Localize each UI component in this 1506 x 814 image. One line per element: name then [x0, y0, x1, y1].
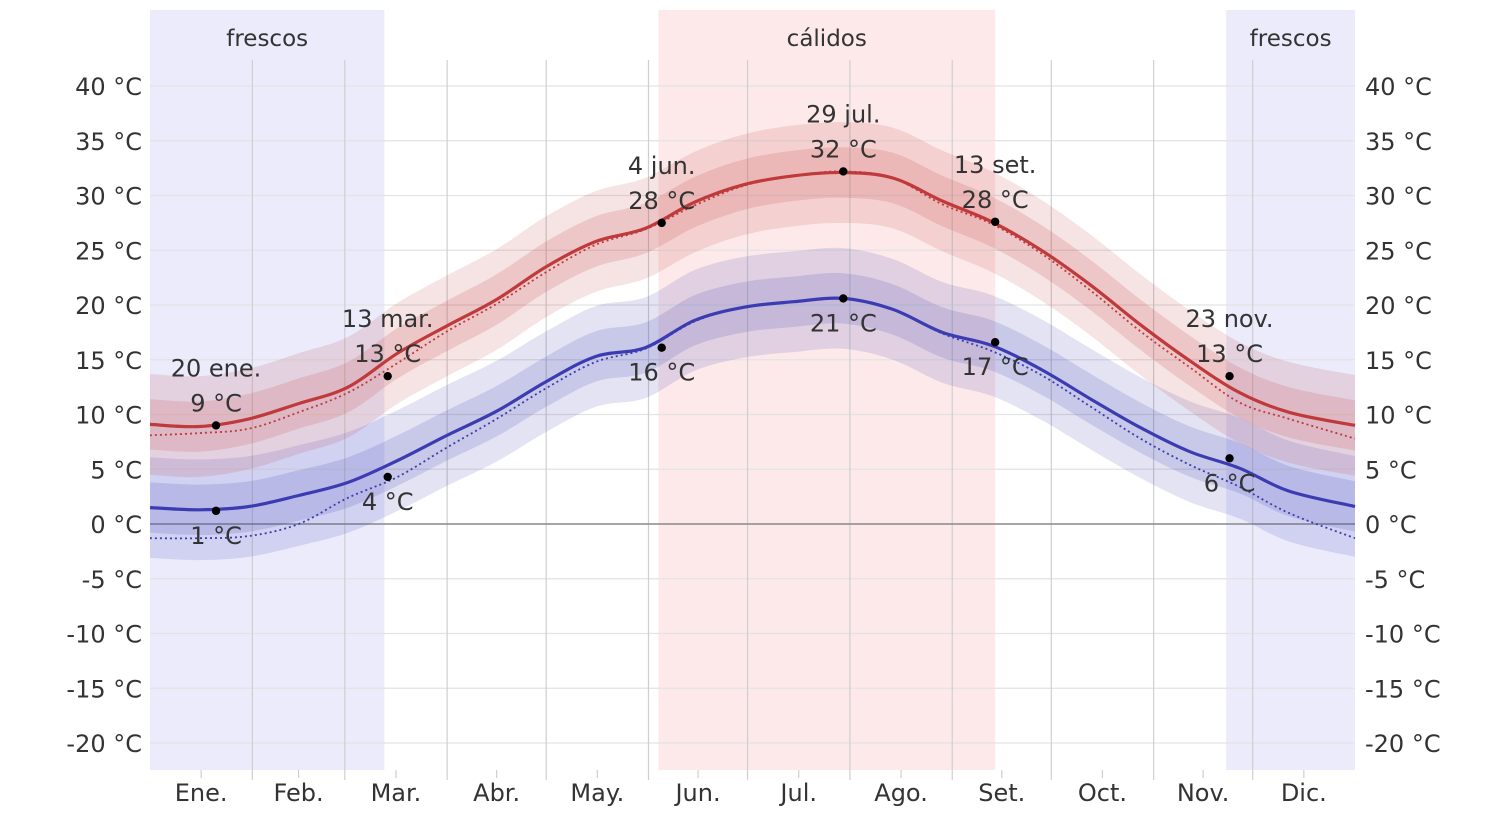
- annotation-date: 29 jul.: [806, 100, 880, 128]
- data-point: [1225, 371, 1234, 381]
- y-tick-label-left: 15 °C: [75, 347, 142, 375]
- temperature-bands: [150, 122, 1355, 561]
- month-label: Jul.: [778, 779, 817, 807]
- month-label: Ene.: [175, 779, 228, 807]
- annotation-value: 16 °C: [628, 359, 695, 387]
- y-tick-label-left: 0 °C: [90, 511, 142, 539]
- y-tick-label-left: 5 °C: [90, 456, 142, 484]
- temperature-band-outer: [150, 122, 1355, 478]
- annotation-value: 4 °C: [362, 488, 414, 516]
- y-tick-label-left: -20 °C: [66, 730, 142, 758]
- data-point: [990, 217, 1000, 226]
- data-point: [657, 343, 666, 352]
- season-label: frescos: [1250, 26, 1332, 52]
- y-tick-label-left: -5 °C: [82, 566, 142, 594]
- data-point: [657, 218, 666, 228]
- annotation-points: [211, 167, 1234, 516]
- series-line: [149, 296, 1356, 512]
- annotation-value: 1 °C: [190, 522, 242, 550]
- y-tick-label-right: 15 °C: [1365, 347, 1432, 375]
- annotation-value: 13 °C: [354, 340, 421, 368]
- annotation-value: 28 °C: [628, 187, 695, 215]
- temperature-band-outer: [150, 247, 1355, 561]
- y-tick-label-left: 30 °C: [75, 183, 142, 211]
- y-tick-label-left: 25 °C: [75, 237, 142, 265]
- y-tick-label-left: 40 °C: [75, 73, 142, 101]
- y-tick-label-right: 0 °C: [1365, 511, 1417, 539]
- series-line: [149, 170, 1356, 429]
- y-tick-label-right: 20 °C: [1365, 292, 1432, 320]
- y-tick-label-right: -5 °C: [1365, 566, 1425, 594]
- month-label: Set.: [978, 779, 1025, 807]
- annotation-value: 6 °C: [1204, 469, 1256, 497]
- data-point: [990, 338, 1000, 347]
- month-label: May.: [570, 779, 624, 807]
- season-band: [1226, 10, 1355, 770]
- month-label: Dic.: [1281, 779, 1327, 807]
- y-tick-label-left: 20 °C: [75, 292, 142, 320]
- month-label: Feb.: [273, 779, 323, 807]
- annotation-value: 13 °C: [1196, 340, 1263, 368]
- month-label: Jun.: [673, 779, 720, 807]
- month-label: Oct.: [1078, 779, 1127, 807]
- y-tick-label-right: -15 °C: [1365, 675, 1441, 703]
- data-point: [839, 167, 848, 176]
- y-tick-label-left: 10 °C: [75, 402, 142, 430]
- annotation-date: 23 nov.: [1186, 305, 1274, 333]
- annotation-date: 13 set.: [954, 151, 1036, 179]
- y-tick-label-right: -20 °C: [1365, 730, 1441, 758]
- y-tick-label-left: -15 °C: [66, 675, 142, 703]
- season-label: cálidos: [787, 26, 867, 52]
- month-label: Nov.: [1177, 779, 1230, 807]
- y-tick-label-right: 35 °C: [1365, 128, 1432, 156]
- month-label: Mar.: [371, 779, 422, 807]
- y-tick-label-right: 30 °C: [1365, 183, 1432, 211]
- annotation-date: 20 ene.: [171, 354, 262, 382]
- data-point: [211, 506, 221, 516]
- y-tick-label-left: -10 °C: [66, 621, 142, 649]
- data-point: [383, 371, 392, 381]
- temperature-band-inner: [150, 147, 1355, 452]
- season-label: frescos: [226, 26, 308, 52]
- chart-labels: frescos cálidos frescos 40 °C 40 °C 35 °C 35 °…: [66, 26, 1440, 807]
- data-point: [1225, 454, 1234, 463]
- annotation-value: 17 °C: [962, 353, 1029, 381]
- annotation-value: 28 °C: [962, 186, 1029, 214]
- data-point: [839, 294, 848, 303]
- y-tick-label-right: 25 °C: [1365, 237, 1432, 265]
- annotation-value: 32 °C: [810, 135, 877, 163]
- month-label: Abr.: [473, 779, 520, 807]
- annotation-value: 21 °C: [810, 309, 877, 337]
- annotation-value: 9 °C: [190, 389, 242, 417]
- month-label: Ago.: [874, 779, 928, 807]
- annotation-date: 13 mar.: [342, 305, 434, 333]
- temperature-lines: [149, 170, 1356, 540]
- y-tick-label-right: -10 °C: [1365, 621, 1441, 649]
- data-point: [211, 421, 221, 430]
- annotation-date: 4 jun.: [628, 152, 696, 180]
- temperature-band-inner: [150, 272, 1355, 536]
- y-tick-label-right: 10 °C: [1365, 402, 1432, 430]
- y-tick-label-right: 40 °C: [1365, 73, 1432, 101]
- season-band: [658, 10, 996, 770]
- y-tick-label-right: 5 °C: [1365, 456, 1417, 484]
- y-tick-label-left: 35 °C: [75, 128, 142, 156]
- data-point: [383, 472, 392, 482]
- series-line-dotted: [149, 297, 1356, 540]
